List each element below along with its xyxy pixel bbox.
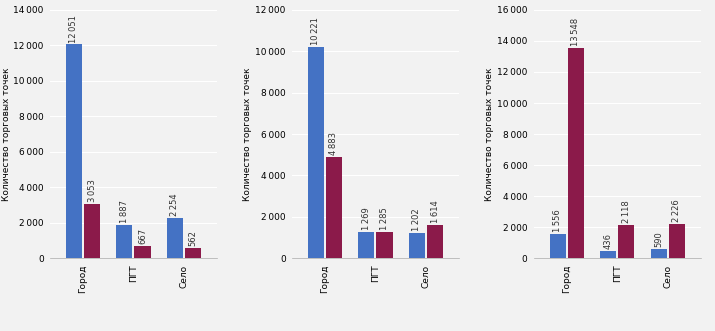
Text: 436: 436 <box>603 233 613 250</box>
Y-axis label: Количество торговых точек: Количество торговых точек <box>485 67 494 201</box>
Text: 1 556: 1 556 <box>553 209 562 232</box>
Text: 667: 667 <box>138 228 147 244</box>
Text: 10 221: 10 221 <box>311 17 320 45</box>
Text: 1 614: 1 614 <box>430 200 440 223</box>
Bar <box>134 246 151 258</box>
Bar <box>358 232 375 258</box>
Text: 1 269: 1 269 <box>362 207 371 230</box>
Text: 2 118: 2 118 <box>622 201 631 223</box>
Text: 2 226: 2 226 <box>672 199 681 222</box>
Bar <box>669 224 685 258</box>
Bar <box>66 44 82 258</box>
Bar <box>185 248 201 258</box>
Bar <box>568 48 584 258</box>
Bar <box>307 47 324 258</box>
Bar <box>409 233 425 258</box>
Text: 4 883: 4 883 <box>330 132 338 155</box>
Text: 1 887: 1 887 <box>120 200 129 223</box>
Text: 1 202: 1 202 <box>413 209 421 231</box>
Bar <box>600 252 616 258</box>
Text: 3 053: 3 053 <box>87 179 97 202</box>
Text: 562: 562 <box>189 230 197 246</box>
Bar <box>167 218 183 258</box>
Text: 590: 590 <box>654 231 664 247</box>
Bar <box>651 249 667 258</box>
Bar <box>550 234 566 258</box>
Text: 12 051: 12 051 <box>69 15 79 42</box>
Bar <box>84 204 100 258</box>
Bar <box>117 225 132 258</box>
Text: 13 548: 13 548 <box>571 18 581 46</box>
Bar <box>618 225 634 258</box>
Bar <box>326 157 342 258</box>
Bar <box>376 232 393 258</box>
Y-axis label: Количество торговых точек: Количество торговых точек <box>1 67 11 201</box>
Y-axis label: Количество торговых точек: Количество торговых точек <box>243 67 252 201</box>
Text: 1 285: 1 285 <box>380 207 389 230</box>
Bar <box>427 225 443 258</box>
Text: 2 254: 2 254 <box>170 194 179 216</box>
